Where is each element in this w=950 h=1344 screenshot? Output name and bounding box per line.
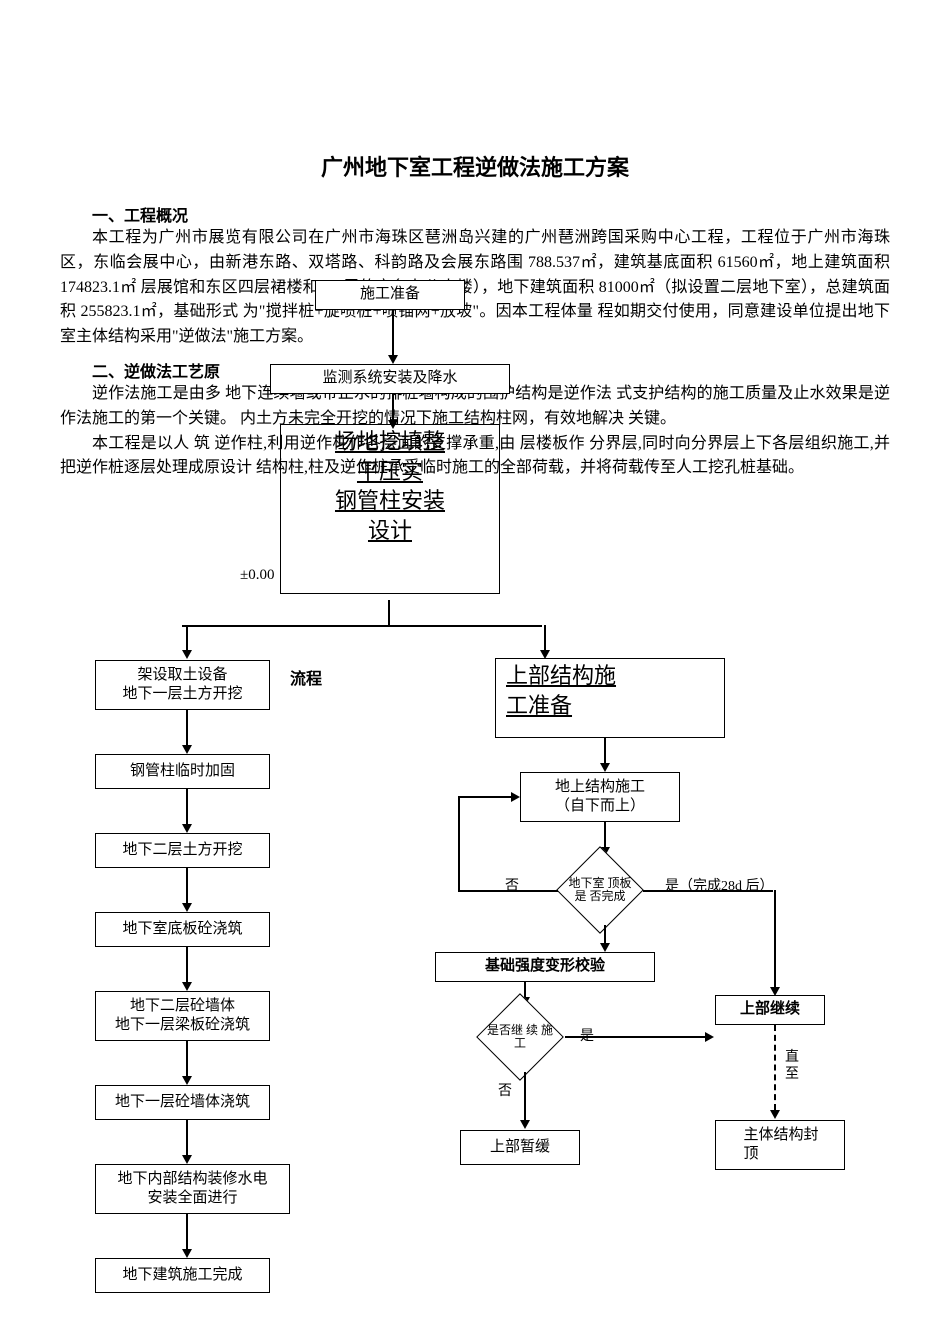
flow-diamond-1: 地下室 顶板是 否完成 (555, 855, 645, 925)
flow-box-upper-prep-l2: 工准备 (506, 693, 572, 718)
flow-left-2: 钢管柱临时加固 (95, 754, 270, 789)
flow-left-6: 地下一层砼墙体浇筑 (95, 1085, 270, 1120)
flowchart: 施工准备 监测系统安装及降水 场地挖填整 平压实 钢管柱安装 设计 ±0.00 … (0, 280, 950, 1340)
flow-d1-no: 否 (505, 875, 519, 895)
flow-right-3: 上部继续 (715, 995, 825, 1025)
flow-box-prep: 施工准备 (315, 280, 465, 310)
flow-box-excavate-l3: 钢管柱安装 (335, 488, 445, 513)
flow-right-4: 上部暂缓 (460, 1130, 580, 1165)
flow-right-2: 基础强度变形校验 (435, 952, 655, 982)
flow-box-upper-prep: 上部结构施 工准备 (495, 658, 725, 738)
flow-d1-yes: 是（完成28d 后） (665, 875, 774, 895)
section-1-heading: 一、工程概况 (60, 202, 890, 226)
flow-diamond-2: 是否继 续 施 工 (475, 1002, 565, 1072)
flow-diamond-2-text: 是否继 续 施 工 (485, 1024, 555, 1050)
flow-left-8: 地下建筑施工完成 (95, 1258, 270, 1293)
flow-d2-no: 否 (498, 1080, 512, 1100)
flow-box-excavate-l2: 平压实 (357, 459, 423, 484)
flow-right-5: 主体结构封 顶 (715, 1120, 845, 1170)
flow-label-until: 直 至 (785, 1050, 799, 1084)
flow-box-excavate-l1: 场地挖填整 (335, 429, 445, 454)
flow-left-7: 地下内部结构装修水电 安装全面进行 (95, 1164, 290, 1214)
flow-box-monitor: 监测系统安装及降水 (270, 364, 510, 394)
flow-left-3: 地下二层土方开挖 (95, 833, 270, 868)
flow-left-1: 架设取土设备 地下一层土方开挖 (95, 660, 270, 710)
flow-left-5: 地下二层砼墙体 地下一层梁板砼浇筑 (95, 991, 270, 1041)
flow-box-upper-prep-l1: 上部结构施 (506, 663, 616, 688)
flow-box-excavate-l4: 设计 (368, 518, 412, 543)
flow-left-4: 地下室底板砼浇筑 (95, 912, 270, 947)
flow-box-excavate: 场地挖填整 平压实 钢管柱安装 设计 (280, 424, 500, 594)
flow-diamond-1-text: 地下室 顶板是 否完成 (565, 877, 635, 903)
flow-label-zero: ±0.00 (240, 567, 274, 584)
page-title: 广州地下室工程逆做法施工方案 (60, 150, 890, 182)
flow-right-1: 地上结构施工 （自下而上） (520, 772, 680, 822)
